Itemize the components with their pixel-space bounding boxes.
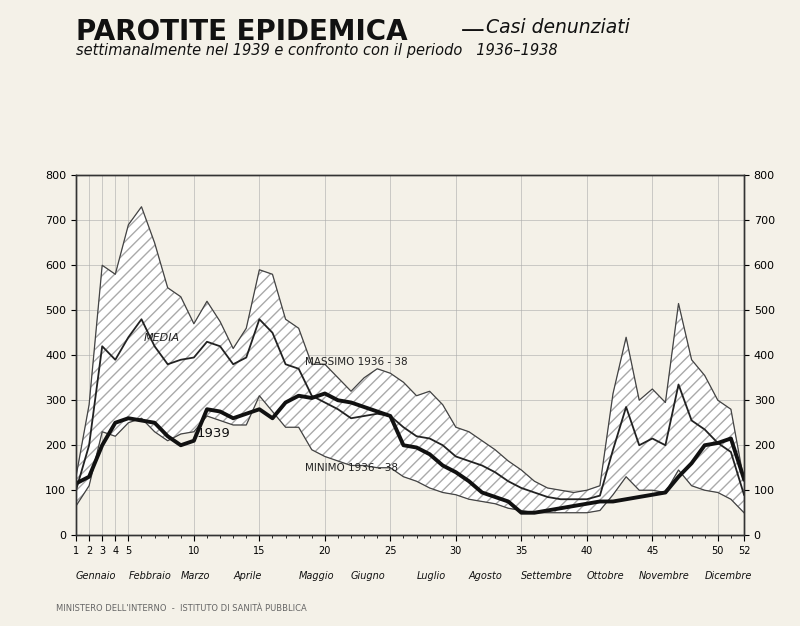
Text: MEDIA: MEDIA (144, 333, 180, 343)
Text: Gennaio: Gennaio (76, 572, 117, 582)
Text: Settembre: Settembre (522, 572, 573, 582)
Text: —: — (461, 18, 492, 41)
Text: Casi denunziati: Casi denunziati (486, 18, 630, 36)
Text: Luglio: Luglio (417, 572, 446, 582)
Text: Novembre: Novembre (639, 572, 690, 582)
Text: 1939: 1939 (197, 427, 230, 440)
Text: MINISTERO DELL'INTERNO  -  ISTITUTO DI SANITÀ PUBBLICA: MINISTERO DELL'INTERNO - ISTITUTO DI SAN… (56, 605, 306, 613)
Text: Aprile: Aprile (233, 572, 262, 582)
Text: Dicembre: Dicembre (705, 572, 752, 582)
Text: Febbraio: Febbraio (128, 572, 171, 582)
Text: settimanalmente nel 1939 e confronto con il periodo   1936–1938: settimanalmente nel 1939 e confronto con… (76, 43, 558, 58)
Text: Marzo: Marzo (181, 572, 210, 582)
Text: MASSIMO 1936 - 38: MASSIMO 1936 - 38 (306, 357, 408, 367)
Text: Giugno: Giugno (351, 572, 386, 582)
Text: PAROTITE EPIDEMICA: PAROTITE EPIDEMICA (76, 18, 408, 46)
Text: Agosto: Agosto (469, 572, 503, 582)
Text: MINIMO 1936 - 38: MINIMO 1936 - 38 (306, 463, 398, 473)
Text: Ottobre: Ottobre (587, 572, 625, 582)
Text: Maggio: Maggio (298, 572, 334, 582)
